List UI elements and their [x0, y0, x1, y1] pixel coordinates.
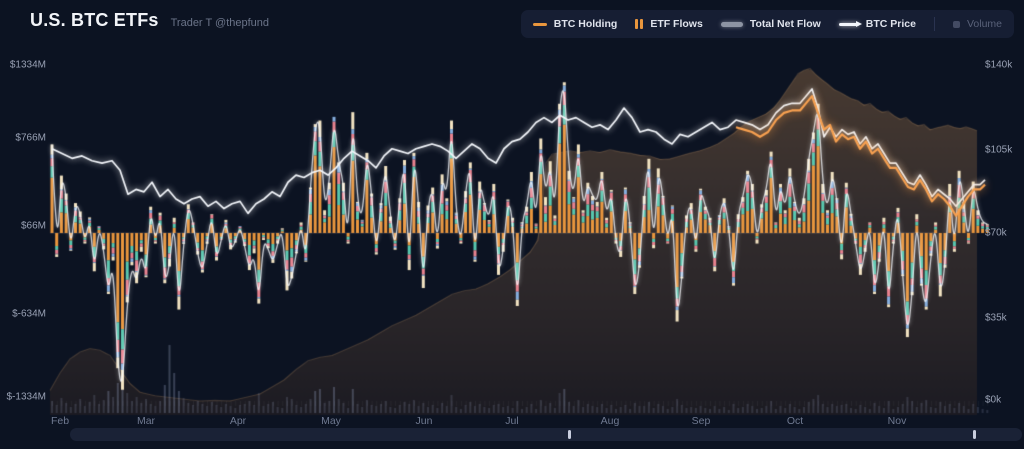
right-axis-label: $105k [985, 144, 1013, 156]
legend-item-btc-price[interactable]: BTC Price [838, 18, 916, 30]
left-axis-label: $66M [20, 220, 46, 232]
legend-item-etf-flows[interactable]: ETF Flows [635, 18, 703, 30]
month-label: Feb [50, 415, 70, 427]
legend-item-volume[interactable]: Volume [952, 18, 1002, 30]
legend: BTC Holding ETF Flows Total Net Flow BTC… [520, 10, 1014, 38]
month-label: Jun [415, 415, 433, 427]
month-label: Mar [136, 415, 156, 427]
legend-divider [933, 17, 935, 31]
page-title: U.S. BTC ETFs [30, 10, 159, 30]
scrollbar-handle-left[interactable] [568, 430, 571, 439]
page-subtitle: Trader T @thepfund [170, 17, 270, 29]
legend-label: Total Net Flow [749, 18, 821, 30]
btc-price-marker-icon [838, 20, 862, 27]
right-axis-label: $70k [985, 227, 1007, 239]
left-axis-label: $-1334M [6, 391, 46, 403]
right-axis-label: $0k [985, 394, 1002, 406]
legend-label: BTC Holding [553, 18, 618, 30]
month-label: Nov [887, 415, 907, 427]
volume-marker-icon [952, 20, 960, 28]
left-axis-label: $766M [15, 132, 46, 144]
scrollbar-handle-right[interactable] [973, 430, 976, 439]
month-label: Oct [786, 415, 804, 427]
month-label: Jul [505, 415, 519, 427]
legend-label: BTC Price [865, 18, 916, 30]
total-net-flow-marker-icon [720, 21, 743, 27]
left-axis-label: $1334M [9, 59, 46, 71]
right-axis-label: $140k [985, 59, 1013, 71]
month-label: Aug [600, 415, 620, 427]
left-axis-label: $-634M [12, 308, 46, 320]
btc-holding-marker-icon [532, 22, 547, 26]
legend-label: ETF Flows [650, 18, 703, 30]
etf-flows-marker-icon [635, 19, 644, 29]
month-label: Apr [229, 415, 247, 427]
legend-label: Volume [966, 18, 1002, 30]
legend-item-btc-holding[interactable]: BTC Holding [532, 18, 618, 30]
month-label: May [321, 415, 341, 427]
right-axis-label: $35k [985, 312, 1007, 324]
legend-item-total-net-flow[interactable]: Total Net Flow [720, 18, 821, 30]
header: U.S. BTC ETFs Trader T @thepfund [30, 10, 269, 31]
month-label: Sep [691, 415, 711, 427]
chart-scrollbar[interactable] [70, 428, 1022, 441]
